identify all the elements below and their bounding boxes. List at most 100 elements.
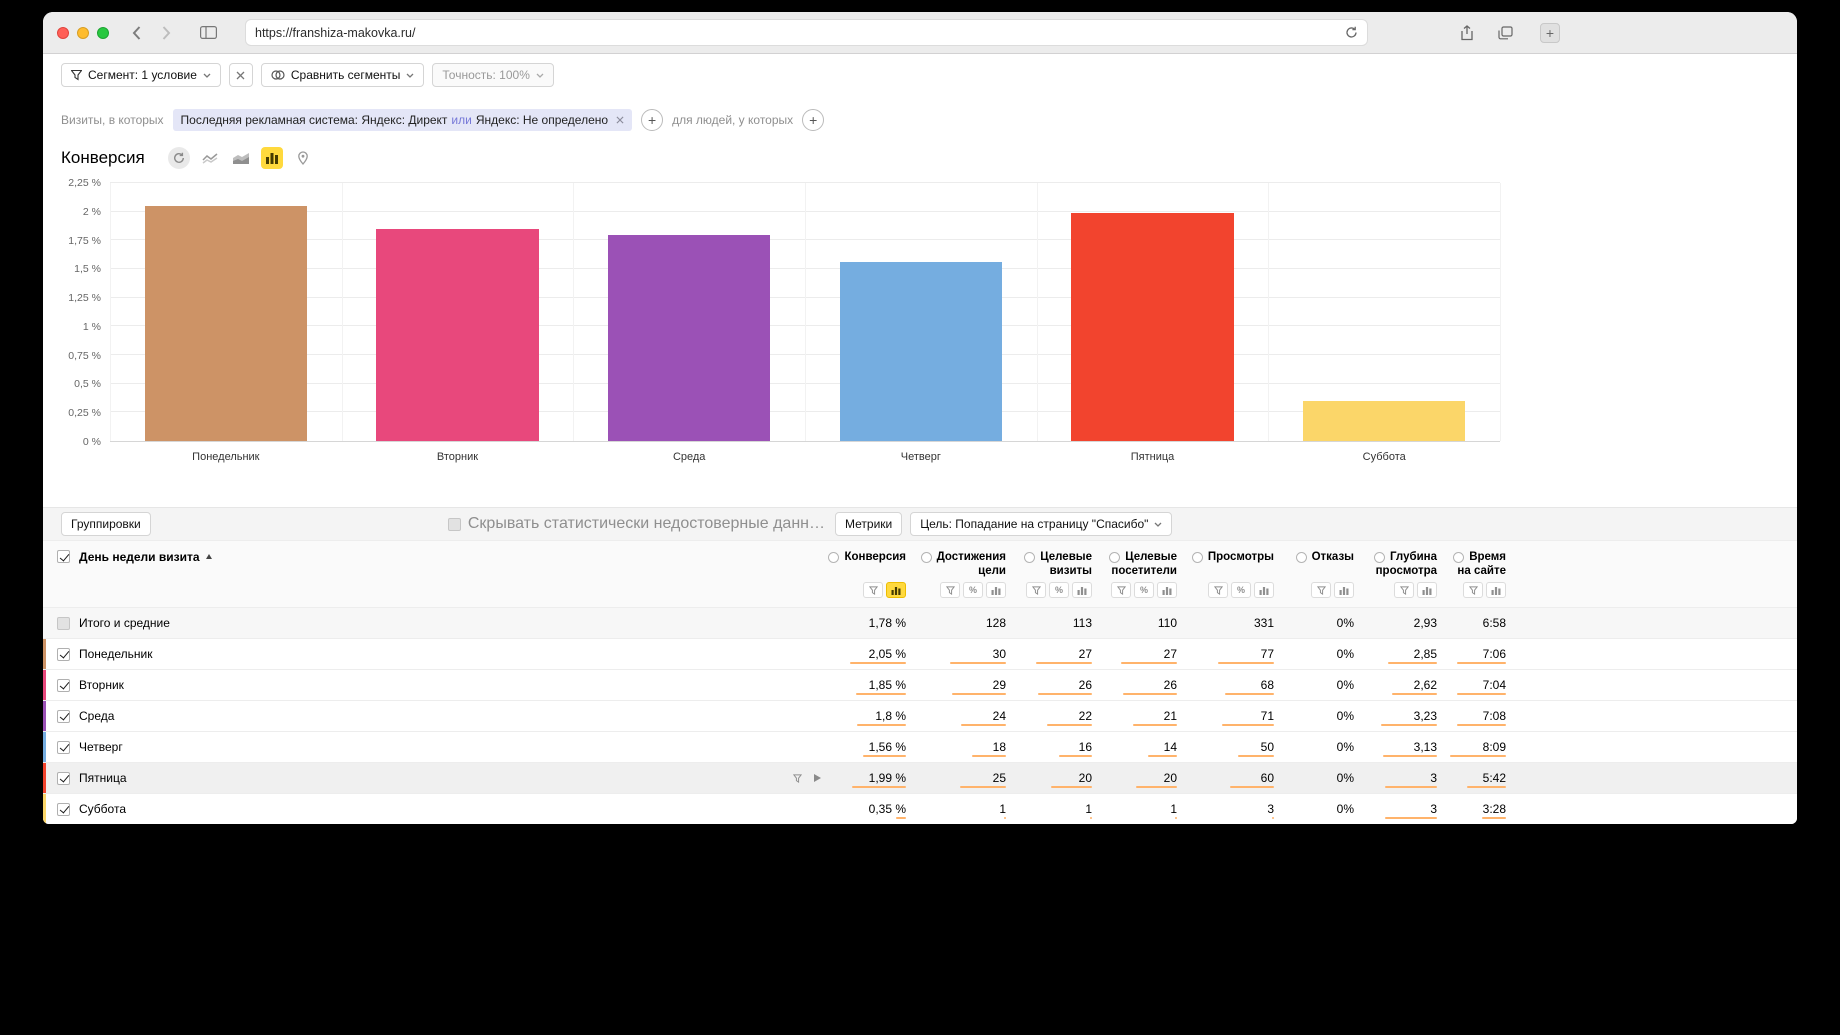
minimize-window-button[interactable]	[77, 26, 89, 39]
chart-bar[interactable]	[839, 262, 1002, 441]
column-filter-button[interactable]	[863, 582, 883, 598]
chart-bar[interactable]	[376, 228, 539, 441]
chart-bar[interactable]	[1303, 400, 1466, 441]
goal-select[interactable]: Цель: Попадание на страницу "Спасибо"	[910, 512, 1173, 536]
checkbox-icon[interactable]	[447, 517, 461, 531]
chart-bar[interactable]	[144, 205, 307, 441]
share-button[interactable]	[1454, 20, 1480, 46]
new-tab-button[interactable]: +	[1540, 22, 1560, 43]
row-checkbox[interactable]	[57, 740, 70, 754]
column-header[interactable]: Глубина просмотра	[1360, 550, 1443, 578]
dimension-header-label[interactable]: День недели визита	[79, 550, 200, 564]
table-row[interactable]: Среда 1,8 % 24 22 21 71 0% 3,23 7:08	[43, 700, 1797, 731]
accuracy-button[interactable]: Точность: 100%	[432, 63, 554, 87]
column-chart-button[interactable]	[986, 582, 1006, 598]
row-checkbox[interactable]	[57, 678, 70, 692]
select-all-checkbox[interactable]	[57, 550, 70, 563]
chart-bar[interactable]	[1071, 212, 1234, 441]
table-row[interactable]: Вторник 1,85 % 29 26 26 68 0% 2,62 7:04	[43, 669, 1797, 700]
metric-radio-button[interactable]	[1191, 551, 1203, 563]
groupings-button[interactable]: Группировки	[61, 512, 151, 536]
add-people-condition-button[interactable]: +	[802, 109, 825, 131]
segment-button[interactable]: Сегмент: 1 условие	[61, 63, 221, 87]
map-chart-button[interactable]	[292, 147, 314, 169]
forward-button[interactable]	[153, 20, 179, 46]
metric-radio-button[interactable]	[1295, 551, 1307, 563]
table-row[interactable]: Четверг 1,56 % 18 16 14 50 0% 3,13 8:09	[43, 731, 1797, 762]
column-filter-button[interactable]	[1394, 582, 1414, 598]
bar-chart-button[interactable]	[260, 147, 283, 169]
column-chart-button[interactable]	[1157, 582, 1177, 598]
value-bar	[1382, 755, 1437, 757]
row-label[interactable]: Четверг	[79, 740, 123, 754]
row-checkbox[interactable]	[57, 616, 70, 630]
column-chart-button[interactable]	[1254, 582, 1274, 598]
column-header[interactable]: Конверсия	[828, 550, 912, 578]
table-row[interactable]: Пятница 1,99 % 25 20 20 60 0% 3 5:42	[43, 762, 1797, 793]
metric-radio-button[interactable]	[1109, 551, 1121, 563]
column-percent-button[interactable]: %	[1049, 582, 1069, 598]
clear-segment-button[interactable]	[228, 63, 253, 87]
column-header[interactable]: Достижения цели	[912, 550, 1012, 578]
column-chart-button[interactable]	[1417, 582, 1437, 598]
segment-condition-chip[interactable]: Последняя рекламная система: Яндекс: Дир…	[172, 109, 633, 131]
address-bar[interactable]: https://franshiza-makovka.ru/	[245, 19, 1368, 46]
row-filter-icon[interactable]	[793, 773, 802, 783]
line-chart-button[interactable]	[199, 147, 221, 169]
metric-radio-button[interactable]	[1024, 551, 1036, 563]
reload-button[interactable]	[1345, 26, 1358, 39]
table-row[interactable]: Итого и средние 1,78 % 128 113 110 331 0% 2,93 6…	[43, 607, 1797, 638]
percent-icon: %	[1236, 585, 1245, 595]
value-bar	[1046, 724, 1092, 726]
metric-radio-button[interactable]	[920, 551, 932, 563]
column-filter-button[interactable]	[1463, 582, 1483, 598]
column-chart-button[interactable]	[1072, 582, 1092, 598]
column-percent-button[interactable]: %	[1134, 582, 1154, 598]
remove-condition-icon[interactable]	[616, 116, 624, 124]
column-header[interactable]: Целевые посетители	[1098, 550, 1183, 578]
tab-overview-button[interactable]	[1492, 20, 1518, 46]
row-checkbox[interactable]	[57, 647, 70, 661]
row-checkbox[interactable]	[57, 771, 70, 785]
area-chart-button[interactable]	[230, 147, 252, 169]
column-chart-button[interactable]	[1334, 582, 1354, 598]
row-label[interactable]: Понедельник	[79, 647, 153, 661]
close-window-button[interactable]	[57, 26, 69, 39]
zoom-window-button[interactable]	[97, 26, 109, 39]
row-drilldown-icon[interactable]	[814, 774, 821, 782]
column-percent-button[interactable]: %	[963, 582, 983, 598]
add-visit-condition-button[interactable]: +	[641, 109, 664, 131]
sidebar-toggle-button[interactable]	[195, 20, 221, 46]
back-button[interactable]	[123, 20, 149, 46]
row-checkbox[interactable]	[57, 802, 70, 816]
metric-radio-button[interactable]	[1453, 551, 1465, 563]
refresh-chart-button[interactable]	[167, 147, 190, 169]
hide-unreliable-checkbox[interactable]: Скрывать статистически недостоверные дан…	[447, 515, 825, 533]
row-checkbox[interactable]	[57, 709, 70, 723]
column-filter-button[interactable]	[1026, 582, 1046, 598]
table-row[interactable]: Понедельник 2,05 % 30 27 27 77 0% 2,85 7:06	[43, 638, 1797, 669]
metric-radio-button[interactable]	[1373, 551, 1385, 563]
row-label[interactable]: Вторник	[79, 678, 124, 692]
column-chart-button[interactable]	[1486, 582, 1506, 598]
funnel-icon	[71, 69, 82, 81]
column-header[interactable]: Отказы	[1280, 550, 1360, 578]
column-filter-button[interactable]	[1208, 582, 1228, 598]
row-label[interactable]: Итого и средние	[79, 616, 170, 630]
column-header[interactable]: Время на сайте	[1443, 550, 1512, 578]
metrics-button[interactable]: Метрики	[835, 512, 903, 536]
column-header[interactable]: Просмотры	[1183, 550, 1280, 578]
compare-segments-button[interactable]: Сравнить сегменты	[260, 63, 425, 87]
column-filter-button[interactable]	[1311, 582, 1331, 598]
row-label[interactable]: Суббота	[79, 802, 126, 816]
row-label[interactable]: Пятница	[79, 771, 127, 785]
chart-bar[interactable]	[608, 234, 771, 441]
metric-radio-button[interactable]	[828, 551, 840, 563]
column-filter-button[interactable]	[940, 582, 960, 598]
column-filter-button[interactable]	[1111, 582, 1131, 598]
table-row[interactable]: Суббота 0,35 % 1 1 1 3 0% 3 3:28	[43, 793, 1797, 824]
row-label[interactable]: Среда	[79, 709, 115, 723]
column-chart-button[interactable]	[886, 582, 906, 598]
column-percent-button[interactable]: %	[1231, 582, 1251, 598]
column-header[interactable]: Целевые визиты	[1012, 550, 1098, 578]
